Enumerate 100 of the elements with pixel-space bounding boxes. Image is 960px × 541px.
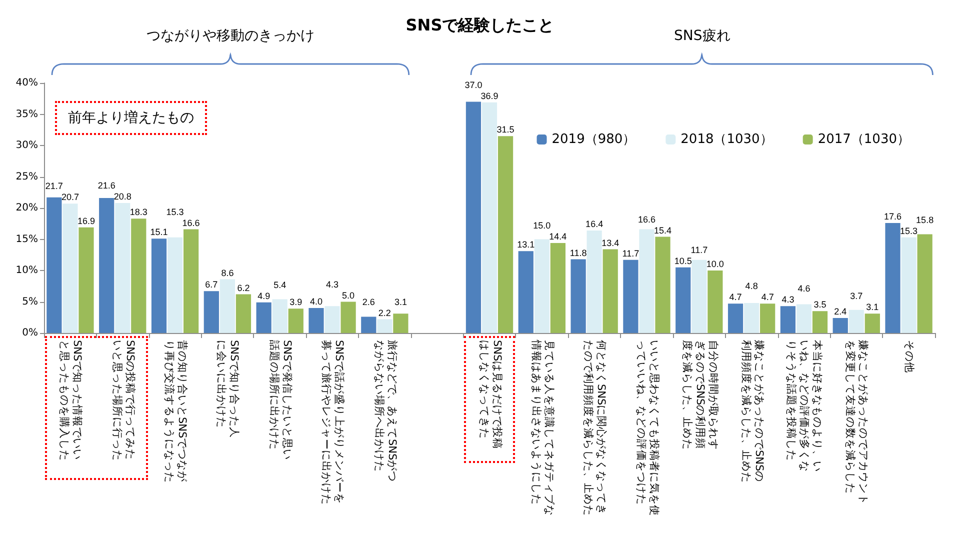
bar xyxy=(885,223,900,333)
bar xyxy=(256,302,272,333)
bar xyxy=(832,318,848,333)
data-label: 15.3 xyxy=(166,206,184,217)
data-label: 4.6 xyxy=(798,284,810,294)
x-tick-label: SNSで知った情報でいいと思ったものを購入した xyxy=(57,340,84,463)
x-tick-label: 旅行などで、あえてSNSがつながらない場所へ出かけた xyxy=(372,340,398,484)
bar xyxy=(602,249,618,333)
bar xyxy=(466,102,482,333)
legend-label: 2017（1030） xyxy=(818,132,910,147)
bar xyxy=(744,303,760,333)
data-label: 6.2 xyxy=(237,282,250,293)
bar xyxy=(167,237,183,333)
data-label: 2.6 xyxy=(362,296,375,307)
bar xyxy=(99,198,114,333)
bar xyxy=(151,238,167,333)
data-label: 3.9 xyxy=(290,297,302,308)
bar xyxy=(393,314,408,333)
data-label: 4.7 xyxy=(729,292,742,302)
data-label: 4.3 xyxy=(326,279,339,290)
data-label: 11.8 xyxy=(570,248,587,258)
y-tick-label: 0% xyxy=(22,328,38,338)
bar xyxy=(708,270,723,333)
data-label: 16.9 xyxy=(77,216,95,226)
data-label: 3.1 xyxy=(394,296,407,307)
bar xyxy=(324,306,340,333)
bar xyxy=(586,230,602,333)
bar xyxy=(272,299,288,333)
y-tick-label: 5% xyxy=(22,296,38,308)
data-label: 16.6 xyxy=(182,218,200,228)
x-tick-label: 昔の知り合いとSNSでつながり再び交流するようになった xyxy=(162,340,188,485)
data-label: 10.0 xyxy=(706,259,724,269)
data-label: 13.4 xyxy=(602,238,620,248)
x-tick-label: 嫌なことがあったのでアカウントを変更して友達の数を減らした xyxy=(843,340,870,507)
data-label: 3.1 xyxy=(866,302,879,312)
bar xyxy=(639,229,654,333)
data-label: 20.7 xyxy=(61,192,79,202)
data-label: 15.1 xyxy=(150,227,168,238)
data-label: 15.3 xyxy=(900,226,918,236)
data-label: 13.1 xyxy=(517,240,535,250)
bar xyxy=(692,260,707,333)
bar xyxy=(183,229,199,333)
bar xyxy=(864,314,880,333)
x-tick-label: SNSで発信したいと思い話題の場所に出かけた xyxy=(266,340,293,462)
data-label: 21.6 xyxy=(98,180,116,190)
y-tick-label: 30% xyxy=(16,140,38,151)
text: つながりや移動のきっかけ xyxy=(146,27,314,45)
x-tick-label: 見ている人を意識してネガティブな情報はあまり出さないようにした xyxy=(528,340,555,518)
bar xyxy=(236,294,252,333)
bar xyxy=(550,243,566,333)
data-label: 4.0 xyxy=(310,296,322,306)
x-tick-label: 自分の時間が取られすぎるのでSNSの利用頻度を減らした、止めた xyxy=(680,340,719,452)
bar xyxy=(623,260,638,333)
y-tick-label: 40% xyxy=(16,78,38,88)
data-label: 18.3 xyxy=(130,207,148,218)
data-label: 8.6 xyxy=(221,268,234,278)
y-tick-label: 10% xyxy=(16,265,38,276)
data-label: 21.7 xyxy=(45,181,63,192)
chart-title: SNSで経験したこと xyxy=(406,16,554,34)
y-tick-label: 15% xyxy=(16,234,38,245)
bar xyxy=(796,304,812,333)
bar xyxy=(288,308,304,333)
x-tick-label: SNSは見るだけで投稿はしなくなってきた xyxy=(476,340,502,452)
bar xyxy=(780,306,796,333)
bar xyxy=(498,136,514,333)
bar xyxy=(131,218,146,333)
data-label: 5.4 xyxy=(274,280,286,290)
annotation: 前年より増えたもの xyxy=(68,109,194,127)
data-label: 4.8 xyxy=(745,281,758,292)
data-label: 17.6 xyxy=(884,212,902,222)
data-label: 15.0 xyxy=(533,220,551,230)
legend-label: 2019（980） xyxy=(552,132,636,147)
bar xyxy=(482,102,498,333)
data-label: 2.2 xyxy=(378,308,391,318)
data-label: 20.8 xyxy=(114,192,132,202)
data-label: 11.7 xyxy=(690,244,708,255)
data-label: 31.5 xyxy=(496,124,514,135)
data-label: 5.0 xyxy=(342,290,355,300)
bar xyxy=(308,308,324,333)
data-label: 3.5 xyxy=(814,300,826,310)
x-tick-label: SNSで話が盛り上がりメンバーを募って旅行やレジャーに出かけた xyxy=(319,340,346,507)
data-label: 2.4 xyxy=(834,306,847,316)
data-label: 36.9 xyxy=(480,90,498,101)
bar xyxy=(812,311,828,333)
data-label: 10.5 xyxy=(674,256,692,266)
bar xyxy=(46,197,62,333)
x-tick-label: 嫌なことがあったのでSNSの利用頻度を減らした、止めた xyxy=(738,340,765,485)
data-label: 4.7 xyxy=(761,292,774,302)
x-tick-label: 何となくSNSに関心がなくなってきたので利用頻度を減らした、止めた xyxy=(581,340,608,518)
x-tick-label: 本当に好きなものより、いいね、などの評価が多くなりそうな話題を投稿した xyxy=(784,340,824,474)
data-label: 6.7 xyxy=(205,280,218,290)
bar xyxy=(340,302,356,333)
data-label: 4.3 xyxy=(782,294,794,305)
data-label: 15.8 xyxy=(916,214,934,225)
bar xyxy=(361,316,376,333)
x-tick-label: SNSで知り合った人に会いに出かけた xyxy=(214,340,240,440)
bar xyxy=(570,259,586,333)
text: SNS疲れ xyxy=(674,27,730,45)
bar xyxy=(901,237,916,333)
bar xyxy=(655,236,670,333)
